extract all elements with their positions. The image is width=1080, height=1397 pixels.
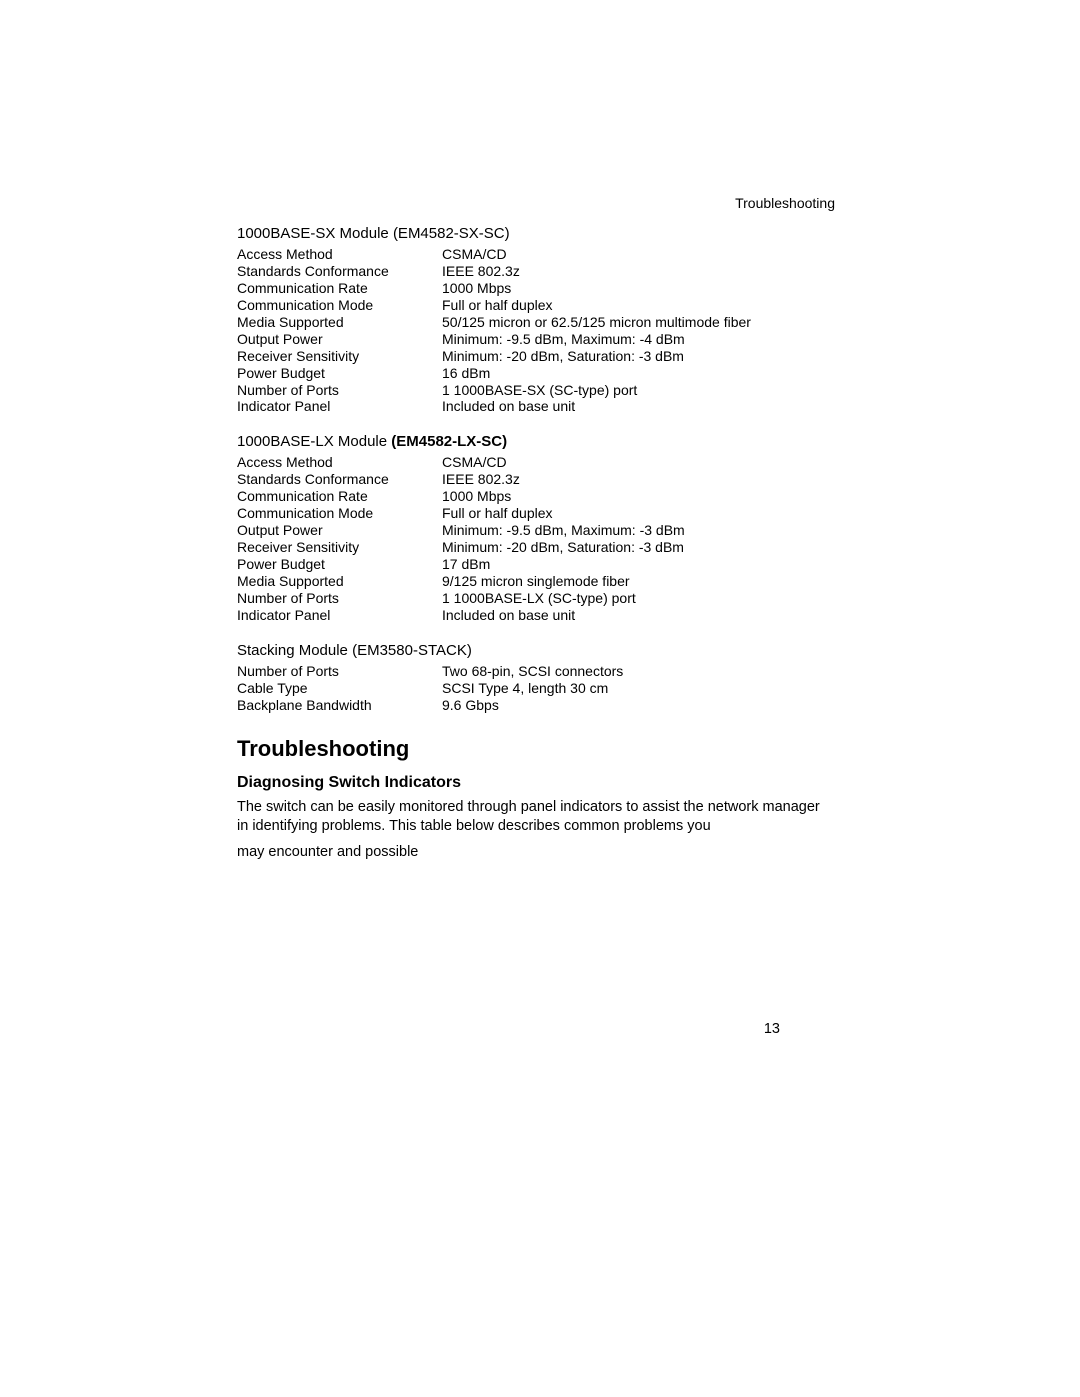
module-stack-value: Two 68-pin, SCSI connectors [442, 663, 835, 680]
module-stack-label: Cable Type [237, 680, 442, 697]
module-sx-label: Number of Ports [237, 382, 442, 399]
module-sx-row: Output PowerMinimum: -9.5 dBm, Maximum: … [237, 331, 835, 348]
module-sx-label: Access Method [237, 246, 442, 263]
module-lx-label: Indicator Panel [237, 607, 442, 624]
module-sx-label: Media Supported [237, 314, 442, 331]
header-section-label: Troubleshooting [237, 195, 835, 211]
module-sx-label: Communication Rate [237, 280, 442, 297]
module-sx-row: Number of Ports1 1000BASE-SX (SC-type) p… [237, 382, 835, 399]
module-stack-title-a: Stacking Module [237, 642, 352, 659]
module-lx-label: Media Supported [237, 573, 442, 590]
module-lx-label: Power Budget [237, 556, 442, 573]
module-lx-block: 1000BASE-LX Module (EM4582-LX-SC) Access… [237, 433, 835, 623]
module-lx-row: Standards ConformanceIEEE 802.3z [237, 471, 835, 488]
module-lx-value: Included on base unit [442, 607, 835, 624]
module-sx-label: Standards Conformance [237, 263, 442, 280]
module-sx-label: Communication Mode [237, 297, 442, 314]
module-sx-label: Receiver Sensitivity [237, 348, 442, 365]
module-lx-value: 9/125 micron singlemode fiber [442, 573, 835, 590]
diagnosing-heading: Diagnosing Switch Indicators [237, 774, 835, 792]
troubleshooting-heading: Troubleshooting [237, 736, 835, 762]
module-stack-label: Backplane Bandwidth [237, 697, 442, 714]
module-stack-value: 9.6 Gbps [442, 697, 835, 714]
module-sx-value: Included on base unit [442, 398, 835, 415]
module-lx-row: Indicator PanelIncluded on base unit [237, 607, 835, 624]
body-paragraph-2: may encounter and possible [237, 843, 835, 863]
module-sx-row: Access MethodCSMA/CD [237, 246, 835, 263]
module-sx-row: Power Budget16 dBm [237, 365, 835, 382]
module-sx-value: 1000 Mbps [442, 280, 835, 297]
module-lx-row: Communication ModeFull or half duplex [237, 505, 835, 522]
module-lx-label: Receiver Sensitivity [237, 539, 442, 556]
module-sx-row: Standards ConformanceIEEE 802.3z [237, 263, 835, 280]
module-lx-value: IEEE 802.3z [442, 471, 835, 488]
module-lx-title-a: 1000BASE-LX Module [237, 433, 391, 450]
module-lx-label: Communication Mode [237, 505, 442, 522]
module-lx-row: Output PowerMinimum: -9.5 dBm, Maximum: … [237, 522, 835, 539]
module-lx-title-b: (EM4582-LX-SC) [391, 433, 507, 450]
module-lx-row: Access MethodCSMA/CD [237, 454, 835, 471]
module-sx-label: Indicator Panel [237, 398, 442, 415]
module-sx-label: Power Budget [237, 365, 442, 382]
module-sx-value: CSMA/CD [442, 246, 835, 263]
module-sx-value: Minimum: -9.5 dBm, Maximum: -4 dBm [442, 331, 835, 348]
module-sx-row: Communication ModeFull or half duplex [237, 297, 835, 314]
module-lx-row: Number of Ports1 1000BASE-LX (SC-type) p… [237, 590, 835, 607]
module-sx-title-b: (EM4582-SX-SC) [393, 225, 510, 242]
module-sx-value: 1 1000BASE-SX (SC-type) port [442, 382, 835, 399]
module-lx-value: CSMA/CD [442, 454, 835, 471]
module-lx-row: Media Supported9/125 micron singlemode f… [237, 573, 835, 590]
module-lx-label: Number of Ports [237, 590, 442, 607]
module-sx-row: Receiver SensitivityMinimum: -20 dBm, Sa… [237, 348, 835, 365]
module-lx-value: 17 dBm [442, 556, 835, 573]
module-lx-row: Power Budget17 dBm [237, 556, 835, 573]
module-lx-title: 1000BASE-LX Module (EM4582-LX-SC) [237, 433, 835, 450]
module-lx-label: Standards Conformance [237, 471, 442, 488]
module-stack-row: Cable TypeSCSI Type 4, length 30 cm [237, 680, 835, 697]
module-stack-value: SCSI Type 4, length 30 cm [442, 680, 835, 697]
module-sx-row: Indicator PanelIncluded on base unit [237, 398, 835, 415]
module-sx-value: IEEE 802.3z [442, 263, 835, 280]
body-paragraph-1: The switch can be easily monitored throu… [237, 798, 835, 837]
module-lx-value: Minimum: -9.5 dBm, Maximum: -3 dBm [442, 522, 835, 539]
module-lx-label: Output Power [237, 522, 442, 539]
module-lx-value: 1000 Mbps [442, 488, 835, 505]
module-sx-row: Media Supported50/125 micron or 62.5/125… [237, 314, 835, 331]
module-stack-title: Stacking Module (EM3580-STACK) [237, 642, 835, 659]
module-sx-label: Output Power [237, 331, 442, 348]
module-sx-title: 1000BASE-SX Module (EM4582-SX-SC) [237, 225, 835, 242]
module-stack-label: Number of Ports [237, 663, 442, 680]
module-lx-value: Full or half duplex [442, 505, 835, 522]
module-sx-value: 50/125 micron or 62.5/125 micron multimo… [442, 314, 835, 331]
module-lx-label: Communication Rate [237, 488, 442, 505]
module-sx-row: Communication Rate1000 Mbps [237, 280, 835, 297]
module-lx-value: 1 1000BASE-LX (SC-type) port [442, 590, 835, 607]
module-stack-row: Backplane Bandwidth9.6 Gbps [237, 697, 835, 714]
document-page: Troubleshooting 1000BASE-SX Module (EM45… [0, 0, 1080, 1397]
module-stack-row: Number of PortsTwo 68-pin, SCSI connecto… [237, 663, 835, 680]
module-sx-value: 16 dBm [442, 365, 835, 382]
module-sx-block: 1000BASE-SX Module (EM4582-SX-SC) Access… [237, 225, 835, 415]
module-stack-block: Stacking Module (EM3580-STACK) Number of… [237, 642, 835, 714]
module-lx-row: Communication Rate1000 Mbps [237, 488, 835, 505]
page-number: 13 [764, 1021, 780, 1037]
module-lx-row: Receiver SensitivityMinimum: -20 dBm, Sa… [237, 539, 835, 556]
module-sx-value: Full or half duplex [442, 297, 835, 314]
module-stack-title-b: (EM3580-STACK) [352, 642, 472, 659]
module-sx-title-a: 1000BASE-SX Module [237, 225, 393, 242]
module-sx-value: Minimum: -20 dBm, Saturation: -3 dBm [442, 348, 835, 365]
module-lx-label: Access Method [237, 454, 442, 471]
module-lx-value: Minimum: -20 dBm, Saturation: -3 dBm [442, 539, 835, 556]
